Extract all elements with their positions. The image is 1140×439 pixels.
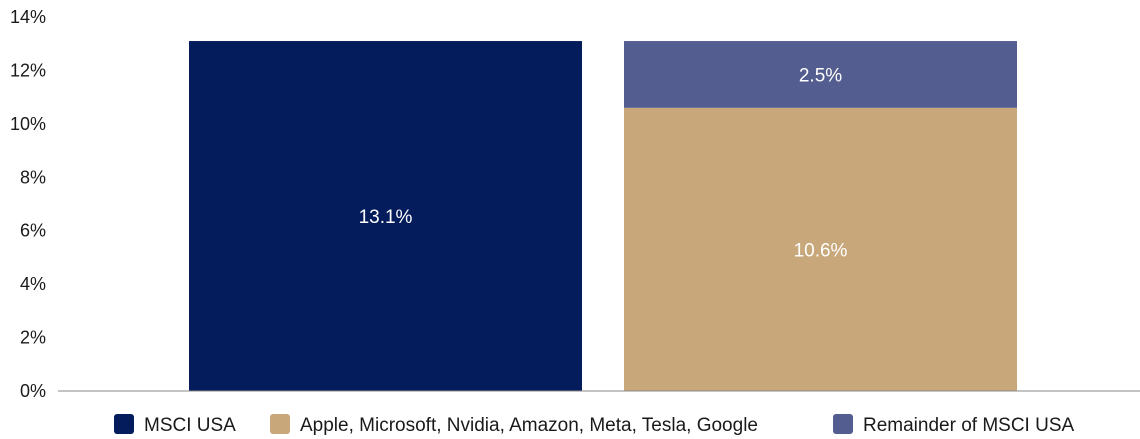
- legend-item: Apple, Microsoft, Nvidia, Amazon, Meta, …: [270, 414, 758, 436]
- data-labels: 13.1% 10.6% 2.5%: [359, 65, 848, 261]
- y-tick-label: 10%: [10, 114, 46, 134]
- legend-label: Apple, Microsoft, Nvidia, Amazon, Meta, …: [300, 415, 758, 436]
- legend-swatch: [270, 414, 290, 434]
- legend: MSCI USA Apple, Microsoft, Nvidia, Amazon…: [114, 414, 1075, 436]
- bar-data-label: 2.5%: [799, 65, 842, 86]
- y-axis: 0% 2% 4% 6% 8% 10% 12% 14%: [10, 7, 46, 401]
- y-tick-label: 14%: [10, 7, 46, 27]
- y-tick-label: 4%: [20, 274, 46, 294]
- y-tick-label: 6%: [20, 221, 46, 241]
- y-tick-label: 2%: [20, 328, 46, 348]
- y-tick-label: 12%: [10, 60, 46, 80]
- bar-segment: [624, 41, 1017, 108]
- legend-swatch: [833, 414, 853, 434]
- legend-label: MSCI USA: [144, 415, 236, 436]
- y-tick-label: 8%: [20, 167, 46, 187]
- bar-segment: [624, 107, 1017, 391]
- legend-label: Remainder of MSCI USA: [863, 415, 1075, 436]
- y-tick-label: 0%: [20, 381, 46, 401]
- bar-data-label: 10.6%: [794, 240, 848, 261]
- bars: [189, 41, 1017, 392]
- bar-segment: [189, 41, 582, 392]
- legend-item: MSCI USA: [114, 414, 236, 436]
- legend-swatch: [114, 414, 134, 434]
- legend-item: Remainder of MSCI USA: [833, 414, 1075, 436]
- bar-data-label: 13.1%: [359, 207, 413, 228]
